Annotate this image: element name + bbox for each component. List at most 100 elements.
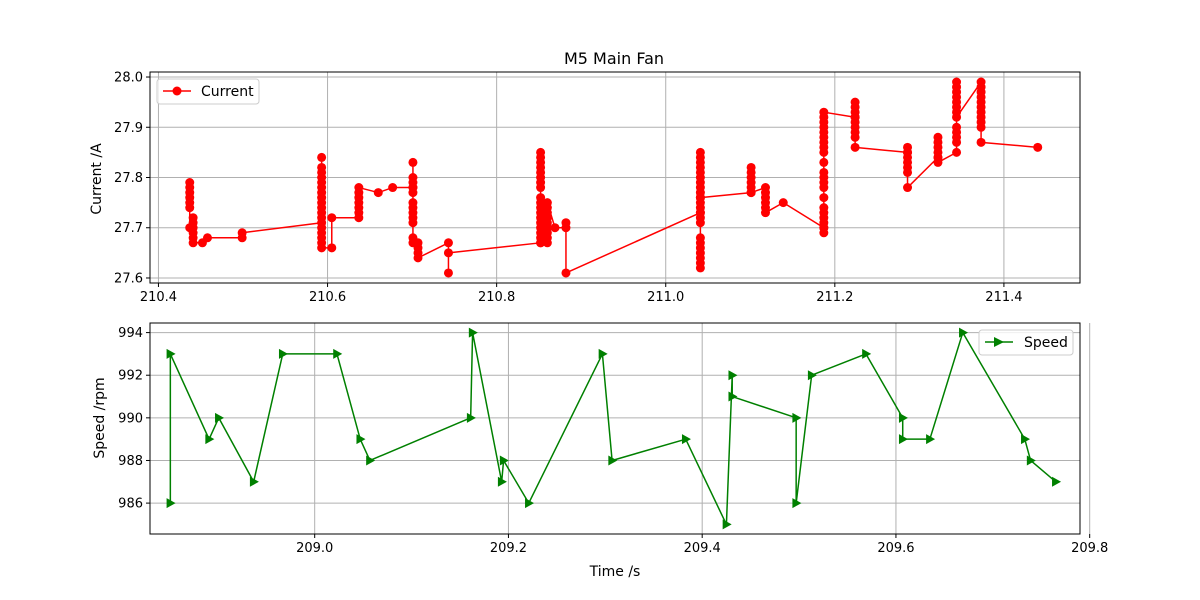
current-data-point (185, 203, 195, 213)
current-x-tick-label: 210.4 (140, 290, 177, 305)
speed-y-tick-label: 994 (118, 326, 143, 341)
current-data-point (933, 157, 943, 167)
current-data-point (561, 268, 571, 278)
current-data-point (550, 223, 560, 233)
current-data-point (327, 243, 337, 253)
speed-y-tick-label: 986 (118, 497, 143, 512)
speed-data-point (728, 391, 738, 402)
current-y-axis-label: Current /A (89, 143, 105, 215)
current-data-point (695, 263, 705, 273)
speed-data-point (249, 476, 259, 487)
current-data-point (819, 167, 829, 177)
speed-data-point (525, 498, 535, 509)
current-legend-box (156, 78, 260, 105)
speed-data-point (466, 412, 476, 423)
current-chart-panel: M5 Main Fan Current /A 210.4 210.6 210.8 21… (89, 49, 1081, 305)
current-data-point (327, 213, 337, 223)
current-data-point (976, 137, 986, 147)
current-data-point (536, 238, 546, 248)
current-data-point (819, 193, 829, 203)
speed-data-point (807, 370, 817, 381)
current-data-point (388, 183, 398, 193)
speed-data-point (959, 327, 969, 338)
current-data-point (952, 112, 962, 122)
speed-data-point (356, 434, 366, 445)
current-y-tick-label: 28.0 (114, 71, 143, 86)
current-data-point (819, 157, 829, 167)
speed-chart-panel: Time /s Speed /rpm 209.0 209.2 209.4 209.6 2… (92, 322, 1108, 580)
current-data-point (561, 218, 571, 228)
current-data-point (536, 183, 546, 193)
current-x-tick-label: 211.0 (647, 290, 684, 305)
speed-data-point (792, 412, 802, 423)
speed-plot-frame (149, 322, 1081, 535)
speed-data-point (166, 498, 176, 509)
speed-legend-label: Speed (1024, 335, 1068, 351)
current-legend: Current (156, 78, 260, 105)
current-data-point (819, 107, 829, 117)
current-grid (150, 72, 1080, 283)
speed-x-axis-label: Time /s (589, 564, 641, 580)
speed-x-tick-label: 209.8 (1071, 541, 1108, 556)
speed-data-point (898, 434, 908, 445)
speed-data-point (722, 519, 732, 530)
current-data-point (760, 208, 770, 218)
current-data-point (695, 218, 705, 228)
current-data-point (237, 228, 247, 238)
current-y-tick-label: 27.9 (114, 121, 143, 136)
speed-data-point (499, 455, 509, 466)
current-data-point (778, 198, 788, 208)
current-data-point (408, 157, 418, 167)
speed-ticks: 209.0 209.2 209.4 209.6 209.8 986 988 990 992 994 (118, 326, 1108, 556)
speed-y-tick-label: 988 (118, 454, 143, 469)
current-legend-label: Current (201, 84, 254, 100)
speed-data-point (497, 476, 507, 487)
speed-data-point (215, 412, 225, 423)
current-data-point (354, 183, 364, 193)
current-x-tick-label: 210.6 (309, 290, 346, 305)
speed-data-point (792, 498, 802, 509)
speed-series (166, 327, 1062, 530)
speed-data-point (278, 348, 288, 359)
current-y-tick-label: 27.6 (114, 271, 143, 286)
current-data-point (317, 213, 327, 223)
current-data-point (903, 183, 913, 193)
speed-data-point (166, 348, 176, 359)
speed-data-point (1021, 434, 1031, 445)
current-data-point (976, 122, 986, 132)
current-data-point (413, 253, 423, 263)
current-data-point (819, 203, 829, 213)
current-data-point (952, 122, 962, 132)
current-y-tick-label: 27.7 (114, 221, 143, 236)
speed-data-point (608, 455, 618, 466)
current-data-point (542, 198, 552, 208)
current-data-point (952, 147, 962, 157)
speed-data-point (1052, 476, 1062, 487)
speed-y-tick-label: 992 (118, 369, 143, 384)
current-data-point (408, 218, 418, 228)
current-data-point (373, 188, 383, 198)
speed-x-tick-label: 209.2 (490, 541, 527, 556)
current-data-point (443, 268, 453, 278)
speed-data-point (366, 455, 376, 466)
speed-data-point (468, 327, 478, 338)
current-x-tick-label: 210.8 (478, 290, 515, 305)
current-data-point (1033, 142, 1043, 152)
current-legend-marker (172, 86, 182, 96)
current-data-point (202, 233, 212, 243)
speed-y-axis-label: Speed /rpm (92, 377, 108, 458)
speed-data-point (598, 348, 608, 359)
speed-x-tick-label: 209.6 (877, 541, 914, 556)
speed-data-point (205, 434, 215, 445)
current-data-point (850, 142, 860, 152)
current-plot-frame (149, 71, 1081, 284)
current-data-point (443, 248, 453, 258)
speed-data-point (862, 348, 872, 359)
chart-title: M5 Main Fan (564, 49, 664, 68)
speed-data-point (898, 412, 908, 423)
current-series (185, 77, 1043, 278)
speed-data-point (681, 434, 691, 445)
current-x-tick-label: 211.4 (985, 290, 1022, 305)
current-y-tick-label: 27.8 (114, 171, 143, 186)
